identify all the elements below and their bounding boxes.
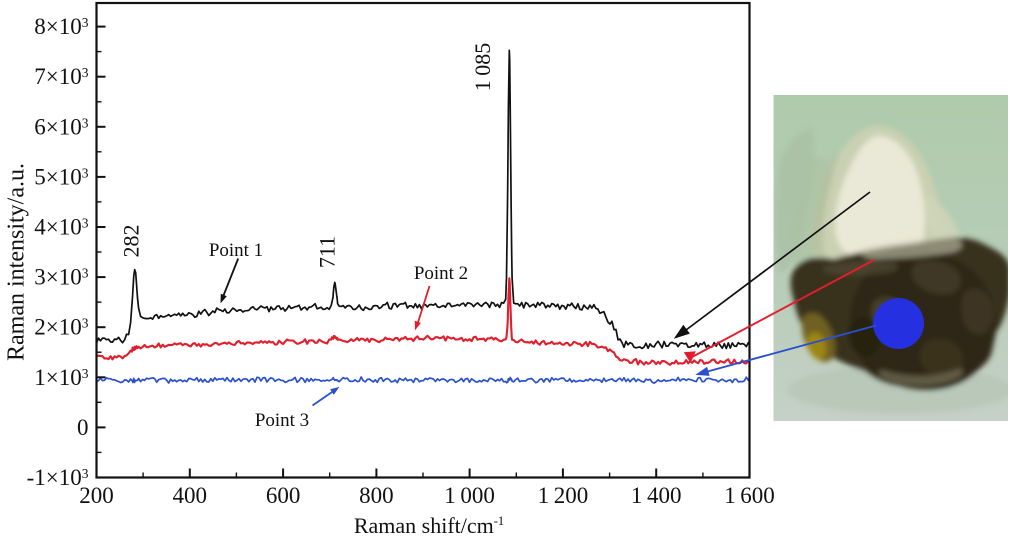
- svg-text:-1×103: -1×103: [27, 465, 89, 490]
- svg-text:Point 2: Point 2: [414, 263, 468, 284]
- svg-text:711: 711: [315, 236, 340, 268]
- svg-text:282: 282: [119, 225, 144, 258]
- svg-text:1×103: 1×103: [34, 365, 88, 390]
- svg-text:1 600: 1 600: [724, 483, 775, 508]
- svg-text:Raman shift/cm-1: Raman shift/cm-1: [354, 513, 504, 538]
- svg-text:3×103: 3×103: [34, 265, 88, 290]
- svg-text:1 085: 1 085: [470, 43, 495, 91]
- svg-text:Point 1: Point 1: [209, 240, 263, 261]
- svg-text:6×103: 6×103: [34, 114, 88, 139]
- svg-text:1 200: 1 200: [538, 483, 589, 508]
- svg-text:5×103: 5×103: [34, 164, 88, 189]
- svg-text:8×103: 8×103: [34, 14, 88, 39]
- svg-text:7×103: 7×103: [34, 64, 88, 89]
- svg-text:1 000: 1 000: [444, 483, 495, 508]
- svg-text:0: 0: [77, 415, 89, 440]
- svg-text:600: 600: [266, 483, 301, 508]
- svg-text:1 400: 1 400: [631, 483, 682, 508]
- svg-text:2×103: 2×103: [34, 315, 88, 340]
- svg-text:4×103: 4×103: [34, 215, 88, 240]
- svg-text:Raman intensity/a.u.: Raman intensity/a.u.: [4, 163, 30, 361]
- svg-text:800: 800: [359, 483, 394, 508]
- svg-text:Point 3: Point 3: [255, 410, 309, 431]
- svg-text:400: 400: [173, 483, 208, 508]
- svg-text:200: 200: [79, 483, 114, 508]
